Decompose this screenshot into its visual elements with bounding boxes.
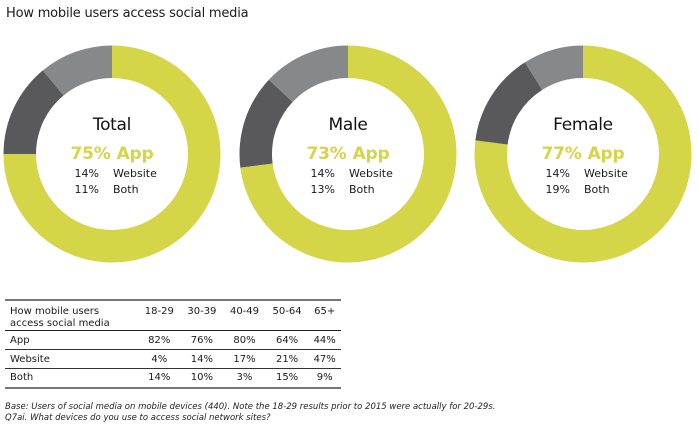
slice-website [3, 70, 64, 154]
app-percent: 77% [541, 144, 582, 164]
cell-value: 47% [313, 353, 336, 365]
slice-app [3, 45, 221, 263]
cell-value: 17% [233, 353, 256, 365]
website-share: 14% Website [508, 166, 658, 182]
footnote: Base: Users of social media on mobile de… [5, 402, 495, 424]
footnote-base: Base: Users of social media on mobile de… [5, 402, 496, 412]
both-label: Both [584, 183, 610, 196]
donut-male [239, 45, 457, 263]
slice-both [524, 45, 583, 90]
slice-website [239, 79, 293, 168]
both-percent: 13% [310, 183, 335, 196]
slice-both [42, 45, 113, 96]
website-percent: 14% [310, 167, 335, 180]
header-line-2: access social media [10, 318, 110, 329]
table-row: App 82% 76% 80% 64% 44% [5, 331, 341, 350]
cell-value: 76% [190, 334, 213, 346]
donut-label-total: Total 75% App 14% Website 11% Both [37, 114, 187, 198]
website-share: 14% Website [273, 166, 423, 182]
website-percent: 14% [545, 167, 570, 180]
donut-title: Male [328, 115, 368, 135]
website-label: Website [584, 167, 628, 180]
cell-value: 9% [316, 372, 333, 384]
table-row-header: How mobile users access social media [5, 300, 138, 331]
table-row: Website 4% 14% 17% 21% 47% [5, 350, 341, 369]
cell-value: 64% [275, 334, 299, 346]
table-header-row: How mobile users access social media 18-2… [5, 300, 341, 331]
app-label: App [352, 144, 390, 164]
donut-title: Total [92, 115, 132, 135]
app-share: 75% App [37, 142, 187, 166]
cell-value: 3% [236, 372, 253, 384]
cell-value: 4% [151, 353, 168, 365]
donut-charts [3, 45, 692, 263]
cell-value: 82% [148, 334, 171, 346]
cell-value: 10% [190, 372, 213, 384]
row-label: Website [10, 353, 50, 365]
both-share: 11% Both [37, 182, 187, 198]
row-label: Both [10, 372, 34, 384]
website-label: Website [349, 167, 393, 180]
donut-label-male: Male 73% App 14% Website 13% Both [273, 114, 423, 198]
slice-app [474, 45, 692, 263]
both-percent: 11% [74, 183, 99, 196]
both-label: Both [349, 183, 375, 196]
donut-female [474, 45, 692, 263]
footnote-question: Q7ai. What devices do you use to access … [5, 413, 271, 423]
app-share: 73% App [273, 142, 423, 166]
row-label: App [10, 334, 30, 346]
app-label: App [587, 144, 625, 164]
slice-website [475, 62, 543, 145]
both-label: Both [113, 183, 139, 196]
column-header: 65+ [314, 306, 336, 317]
slice-both [268, 45, 348, 102]
app-percent: 73% [306, 144, 347, 164]
both-percent: 19% [545, 183, 570, 196]
header-line-1: How mobile users [10, 306, 100, 317]
both-share: 19% Both [508, 182, 658, 198]
cell-value: 80% [233, 334, 256, 346]
app-share: 77% App [508, 142, 658, 166]
page-title: How mobile users access social media [6, 6, 249, 21]
column-header: 50-64 [272, 306, 302, 317]
column-header: 40-49 [229, 306, 260, 317]
table-row: Both 14% 10% 3% 15% 9% [5, 369, 341, 388]
donut-total [3, 45, 221, 263]
cell-value: 21% [275, 353, 299, 365]
cell-value: 14% [148, 372, 171, 384]
both-share: 13% Both [273, 182, 423, 198]
cell-value: 15% [275, 372, 299, 384]
app-percent: 75% [70, 144, 111, 164]
column-header: 30-39 [187, 306, 217, 317]
website-share: 14% Website [37, 166, 187, 182]
donut-title: Female [553, 115, 613, 135]
cell-value: 44% [313, 334, 336, 346]
website-percent: 14% [74, 167, 99, 180]
age-breakdown-table: How mobile users access social media 18-2… [5, 299, 341, 389]
cell-value: 14% [190, 353, 213, 365]
column-header: 18-29 [144, 306, 174, 317]
donut-label-female: Female 77% App 14% Website 19% Both [508, 114, 658, 198]
website-label: Website [113, 167, 157, 180]
app-label: App [116, 144, 154, 164]
slice-app [240, 45, 457, 263]
